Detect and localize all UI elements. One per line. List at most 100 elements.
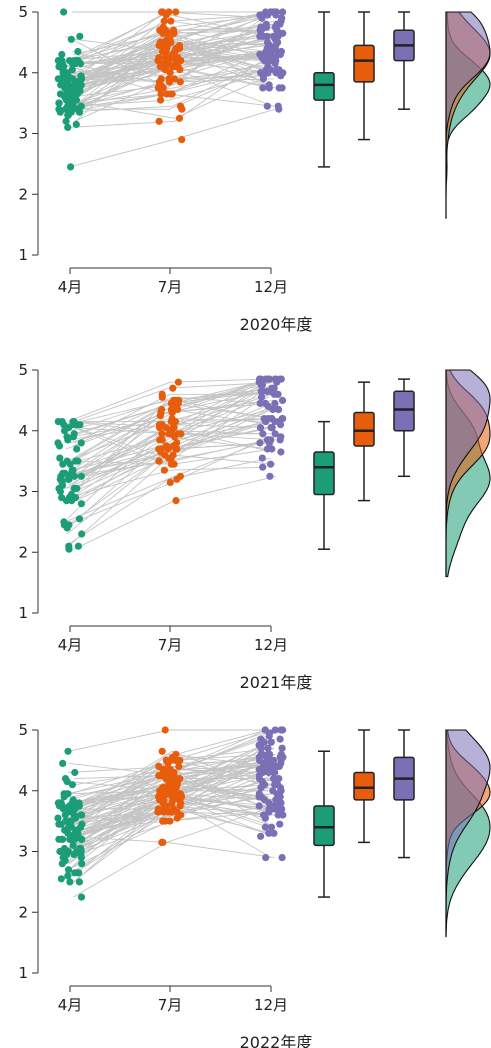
data-point (174, 778, 182, 786)
y-tick-label: 5 (18, 361, 28, 379)
data-point (76, 32, 84, 40)
data-point (261, 726, 269, 734)
data-point (269, 765, 277, 774)
data-point (270, 775, 278, 783)
data-point (269, 32, 277, 40)
data-point (259, 430, 267, 438)
data-point (73, 484, 81, 493)
data-point (257, 393, 266, 401)
data-point (261, 399, 269, 407)
y-tick-label: 2 (18, 185, 28, 203)
data-point (176, 756, 184, 764)
data-point (273, 66, 281, 74)
x-tick-label: 4月 (58, 636, 83, 654)
data-point (66, 817, 74, 825)
data-point (262, 854, 270, 862)
data-point (77, 854, 85, 862)
box-iqr (393, 390, 415, 432)
data-point (265, 808, 273, 816)
data-point (55, 57, 63, 65)
data-point (278, 396, 287, 404)
data-point (157, 96, 165, 104)
data-point (159, 772, 167, 780)
y-tick-label: 1 (18, 246, 28, 264)
data-point (159, 817, 167, 825)
data-point (258, 750, 266, 758)
data-point (260, 738, 268, 746)
data-point (172, 497, 180, 505)
subject-line (71, 72, 268, 107)
subject-line (69, 57, 267, 128)
data-point (255, 790, 263, 798)
y-tick-label: 2 (18, 903, 28, 921)
data-point (266, 8, 274, 16)
data-point (58, 478, 66, 486)
subject-line (66, 390, 273, 465)
data-point (257, 375, 265, 383)
data-point (261, 781, 269, 789)
data-point (54, 418, 62, 426)
data-point (265, 439, 273, 447)
x-tick-label: 12月 (254, 636, 288, 654)
data-point (175, 762, 183, 770)
data-point (267, 738, 275, 746)
data-point (169, 63, 177, 71)
data-point (70, 81, 78, 89)
data-point (55, 820, 63, 828)
data-point (166, 817, 174, 825)
subject-line (73, 402, 271, 477)
data-point (177, 811, 185, 819)
data-point (58, 50, 66, 59)
data-point (256, 756, 264, 764)
data-point (78, 860, 86, 868)
subject-line (68, 454, 276, 547)
data-point (257, 832, 265, 840)
data-point (277, 375, 285, 383)
data-point (158, 390, 166, 398)
data-point (63, 433, 71, 441)
data-point (161, 451, 169, 459)
data-point (265, 84, 273, 92)
data-point (265, 41, 273, 50)
y-tick-label: 5 (18, 3, 28, 21)
data-point (261, 814, 269, 822)
data-point (55, 105, 63, 113)
data-point (258, 14, 266, 22)
data-point (162, 11, 170, 19)
data-point (161, 784, 169, 792)
data-point (271, 23, 279, 31)
data-point (173, 475, 181, 483)
data-point (278, 805, 286, 813)
data-point (64, 747, 72, 755)
data-point (162, 424, 170, 432)
data-point (66, 823, 75, 831)
data-point (54, 814, 62, 822)
data-point (66, 878, 74, 886)
data-point (75, 799, 83, 807)
data-point (163, 38, 171, 47)
x-tick-label: 7月 (158, 636, 183, 654)
data-point (77, 72, 85, 80)
data-point (155, 457, 163, 465)
data-point (55, 442, 64, 450)
data-point (267, 424, 275, 432)
data-point (261, 823, 269, 831)
data-point (154, 805, 162, 813)
data-point (77, 811, 85, 819)
subject-line (73, 841, 275, 898)
data-point (261, 796, 269, 804)
data-point (174, 430, 182, 438)
data-point (271, 399, 279, 407)
chart-panel-3: 1 2 3 4 5 4月 7月 12月 2022年度 (18, 721, 491, 1048)
data-point (169, 26, 178, 34)
data-point (271, 430, 279, 438)
data-point (176, 78, 184, 86)
data-point (275, 84, 283, 92)
data-point (160, 17, 168, 25)
x-tick-label: 12月 (254, 278, 288, 296)
data-point (68, 781, 76, 789)
data-point (167, 17, 175, 25)
data-point (275, 775, 283, 783)
data-point (158, 747, 166, 755)
data-point (265, 54, 273, 62)
